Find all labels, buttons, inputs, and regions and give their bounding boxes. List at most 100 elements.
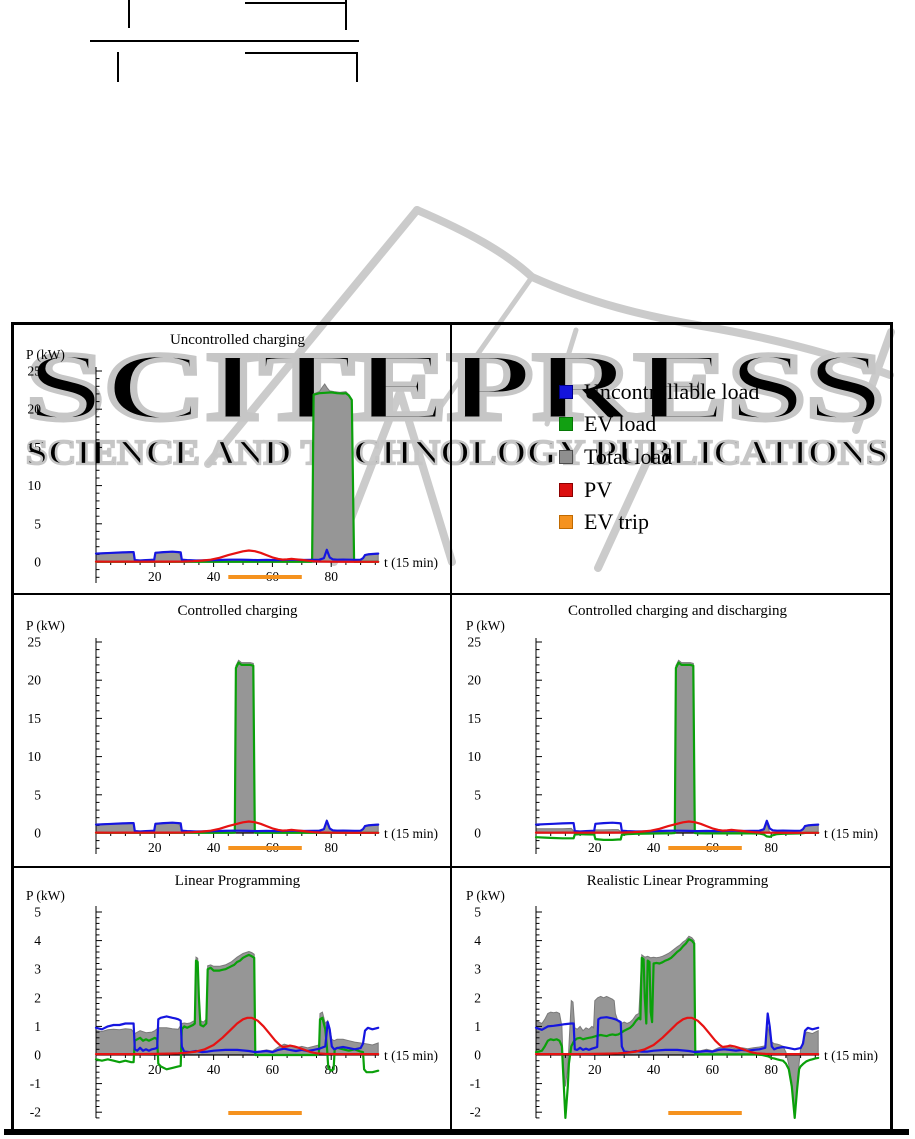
y-tick-label: 0 (34, 826, 41, 841)
x-tick-label: 40 (207, 569, 221, 584)
chart-title: Realistic Linear Programming (587, 873, 769, 889)
x-tick-label: 20 (148, 569, 162, 584)
legend-label: PV (584, 477, 613, 502)
y-tick-label: 15 (28, 711, 42, 726)
y-axis-label: P (kW) (26, 347, 65, 362)
series-uncontrollable-load-line (534, 1012, 820, 1054)
legend-label: EV load (584, 411, 657, 436)
watermark-subtitle-text: SCIENCE AND TECHNOLOGY PUBLICATIONS (26, 433, 888, 472)
equation-fragment-line (90, 40, 359, 42)
chart-legend: Uncontrollable load EV load Total load PV EV… (451, 322, 893, 593)
x-tick-label: 20 (588, 1062, 602, 1077)
series-ev-load-line (94, 953, 380, 1074)
x-tick-label: 40 (207, 840, 221, 855)
x-tick-label: 40 (647, 1062, 661, 1077)
y-tick-label: 2 (474, 990, 481, 1005)
figure-border-top (11, 322, 893, 325)
chart-title: Linear Programming (175, 873, 301, 889)
y-tick-label: 15 (468, 711, 482, 726)
legend-item-ev-load: EV load (559, 413, 656, 435)
series-uncontrollable-load-line (94, 819, 380, 833)
x-tick-label: 20 (148, 1062, 162, 1077)
legend-label: Total load (584, 444, 673, 469)
equation-fragment-line (128, 0, 130, 28)
legend-swatch-uncontrollable-load-icon (559, 385, 573, 399)
y-tick-label: 25 (28, 635, 42, 650)
figure-divider-vertical (450, 322, 452, 1129)
y-tick-label: 25 (468, 635, 482, 650)
legend-item-uncontrollable-load: Uncontrollable load (559, 381, 759, 403)
y-tick-label: 1 (34, 1019, 41, 1034)
y-tick-label: 0 (474, 1048, 481, 1063)
x-tick-label: 40 (207, 1062, 221, 1077)
series-ev-load-line (534, 661, 820, 841)
series-pv-line (534, 820, 820, 834)
legend-swatch-ev-load-icon (559, 417, 573, 431)
series-uncontrollable-load-line (94, 548, 380, 562)
y-tick-label: 5 (474, 905, 481, 920)
chart-realistic-linear-programming: 20 40 60 80 -2 -1 0 1 2 3 4 5 Realistic Linear Progr… (466, 873, 878, 1120)
chart-controlled-charging-and-discharging: 204060800510152025Controlled charging an… (466, 603, 878, 855)
y-tick-label: 5 (34, 516, 41, 531)
y-axis-label: P (kW) (466, 888, 505, 903)
scitepress-logo-icon (204, 206, 895, 572)
x-tick-label: 80 (324, 840, 338, 855)
x-axis-label: t (15 min) (384, 1048, 438, 1063)
y-tick-label: 25 (28, 364, 42, 379)
equation-fragment-line (356, 52, 358, 82)
equation-fragment-line (117, 52, 119, 82)
series-total-load-area (95, 659, 379, 834)
x-tick-label: 40 (647, 840, 661, 855)
y-tick-label: 4 (474, 933, 481, 948)
x-axis-label: t (15 min) (824, 1048, 878, 1063)
equation-fragment-line (245, 52, 357, 54)
chart-title: Uncontrolled charging (170, 332, 306, 348)
figure-border-bottom (4, 1129, 909, 1135)
equation-fragment-line (345, 0, 347, 30)
y-tick-label: 20 (28, 673, 42, 688)
chart-uncontrolled-charging: 204060800510152025Uncontrolled chargingP… (26, 332, 438, 584)
y-tick-label: 0 (474, 826, 481, 841)
series-uncontrollable-load-line (534, 819, 820, 833)
figure-border-right (890, 322, 893, 1129)
x-axis-label: t (15 min) (824, 826, 878, 841)
y-tick-label: 2 (34, 990, 41, 1005)
figure-border-left (11, 322, 14, 1129)
y-tick-label: 10 (28, 478, 42, 493)
y-axis-label: P (kW) (26, 618, 65, 633)
series-ev-load-line (94, 661, 380, 834)
y-tick-label: 15 (28, 440, 42, 455)
legend-swatch-pv-icon (559, 483, 573, 497)
y-tick-label: 3 (474, 962, 481, 977)
chart-title: Controlled charging and discharging (568, 603, 787, 619)
y-axis-label: P (kW) (466, 618, 505, 633)
legend-label: EV trip (584, 509, 649, 534)
series-pv-line (534, 1016, 820, 1056)
legend-item-pv: PV (559, 479, 612, 501)
x-axis-label: t (15 min) (384, 555, 438, 570)
series-total-load-area (95, 950, 379, 1056)
series-total-load-area (535, 935, 819, 1116)
figure-divider-row1 (11, 593, 893, 595)
watermark-brand-text: SCITEPRESS (26, 333, 884, 440)
x-tick-label: 20 (148, 840, 162, 855)
series-pv-line (94, 549, 380, 563)
y-tick-label: 5 (474, 787, 481, 802)
legend-label: Uncontrollable load (584, 379, 760, 404)
chart-title: Controlled charging (177, 603, 298, 619)
y-tick-label: -1 (30, 1076, 41, 1091)
y-tick-label: 5 (34, 905, 41, 920)
y-tick-label: 3 (34, 962, 41, 977)
y-tick-label: -2 (30, 1105, 41, 1120)
series-ev-load-line (534, 938, 820, 1119)
x-tick-label: 80 (324, 569, 338, 584)
y-tick-label: 4 (34, 933, 41, 948)
series-uncontrollable-load-line (94, 1015, 380, 1054)
y-tick-label: 0 (34, 1048, 41, 1063)
y-tick-label: 20 (468, 673, 482, 688)
x-tick-label: 80 (764, 1062, 778, 1077)
legend-item-total-load: Total load (559, 446, 672, 468)
